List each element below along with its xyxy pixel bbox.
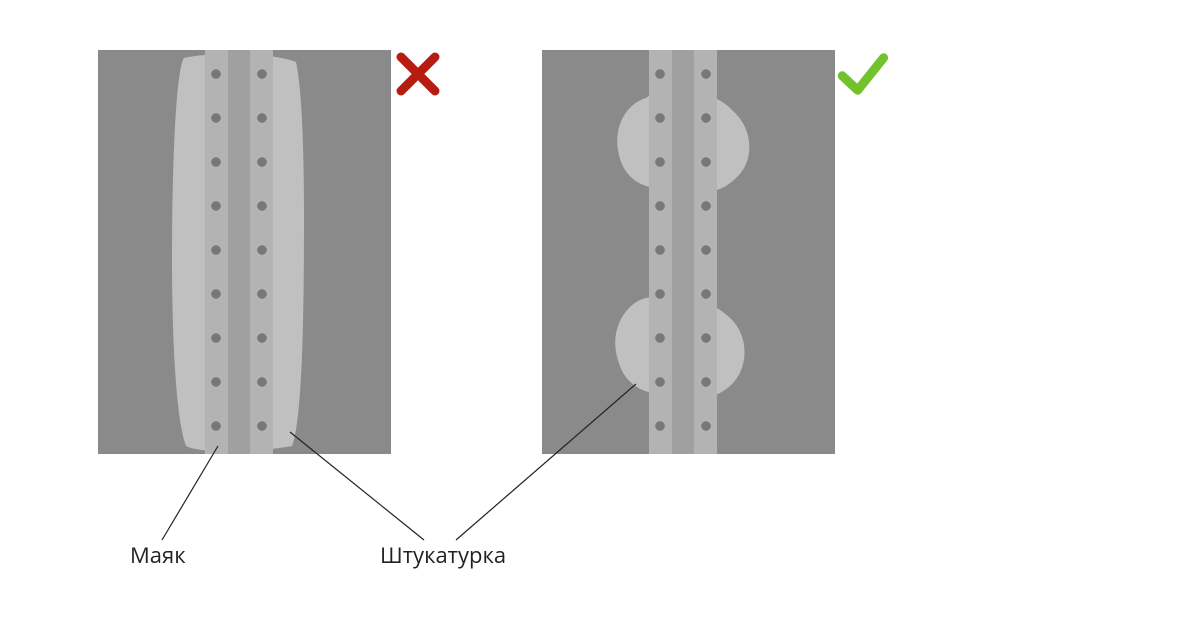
beacon-hole bbox=[702, 378, 711, 387]
beacon-hole bbox=[212, 378, 221, 387]
beacon-hole bbox=[702, 422, 711, 431]
beacon-hole bbox=[258, 202, 267, 211]
beacon-hole bbox=[702, 114, 711, 123]
left-beacon-center bbox=[228, 50, 250, 454]
wrong-icon bbox=[401, 57, 435, 91]
beacon-hole bbox=[702, 70, 711, 79]
leader-line-beacon bbox=[162, 446, 218, 540]
correct-icon bbox=[842, 58, 883, 90]
beacon-hole bbox=[656, 158, 665, 167]
beacon-hole bbox=[702, 202, 711, 211]
beacon-hole bbox=[258, 158, 267, 167]
beacon-hole bbox=[656, 422, 665, 431]
beacon-hole bbox=[656, 202, 665, 211]
beacon-hole bbox=[702, 158, 711, 167]
beacon-hole bbox=[212, 70, 221, 79]
beacon-hole bbox=[212, 290, 221, 299]
beacon-hole bbox=[656, 70, 665, 79]
beacon-hole bbox=[258, 422, 267, 431]
beacon-hole bbox=[212, 334, 221, 343]
beacon-hole bbox=[258, 70, 267, 79]
beacon-hole bbox=[212, 422, 221, 431]
right-beacon-center bbox=[672, 50, 694, 454]
beacon-hole bbox=[258, 290, 267, 299]
label-beacon: Маяк bbox=[130, 540, 186, 570]
beacon-hole bbox=[656, 114, 665, 123]
beacon-hole bbox=[656, 334, 665, 343]
beacon-hole bbox=[212, 246, 221, 255]
beacon-hole bbox=[258, 334, 267, 343]
beacon-hole bbox=[702, 334, 711, 343]
left-panel bbox=[98, 50, 435, 454]
label-plaster: Штукатурка bbox=[380, 540, 506, 570]
beacon-hole bbox=[212, 158, 221, 167]
beacon-hole bbox=[258, 378, 267, 387]
diagram-root: Маяк Штукатурка bbox=[0, 0, 1190, 628]
beacon-hole bbox=[656, 246, 665, 255]
beacon-hole bbox=[212, 202, 221, 211]
beacon-hole bbox=[212, 114, 221, 123]
beacon-hole bbox=[258, 246, 267, 255]
beacon-hole bbox=[656, 378, 665, 387]
right-panel bbox=[542, 50, 884, 454]
beacon-hole bbox=[702, 290, 711, 299]
beacon-hole bbox=[656, 290, 665, 299]
beacon-hole bbox=[258, 114, 267, 123]
beacon-hole bbox=[702, 246, 711, 255]
